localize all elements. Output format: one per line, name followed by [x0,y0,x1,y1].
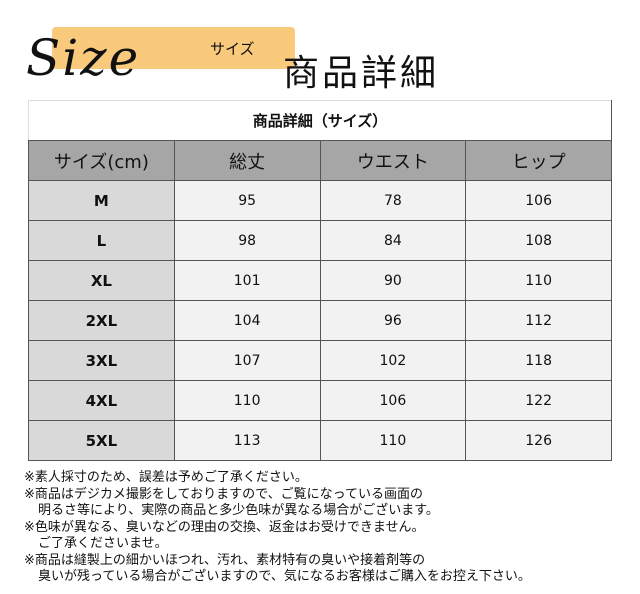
logo-highlight [52,27,295,69]
column-header: 総丈 [173,140,321,181]
value-cell: 113 [173,420,321,461]
note: ご了承くださいませ。 [38,536,168,551]
size-cell: 5XL [28,420,175,461]
table-row: L 98 84 108 [28,220,612,261]
note: 明るさ等により、実際の商品と多少色味が異なる場合がございます。 [38,503,439,518]
value-cell: 98 [173,220,321,261]
table-row: 5XL 113 110 126 [28,420,612,461]
size-cell: L [28,220,175,261]
size-cell: M [28,180,175,221]
value-cell: 107 [173,340,321,381]
value-cell: 90 [319,260,467,301]
value-cell: 126 [465,420,612,461]
table-caption: 商品詳細（サイズ） [28,100,612,141]
value-cell: 101 [173,260,321,301]
size-cell: XL [28,260,175,301]
value-cell: 110 [465,260,612,301]
notes: ※素人採寸のため、誤差は予めご了承ください。 ※商品はデジカメ撮影をしております… [24,470,531,586]
table-row: 3XL 107 102 118 [28,340,612,381]
subtitle: サイズ [210,40,255,58]
note: ※商品はデジカメ撮影をしておりますので、ご覧になっている画面の [24,486,423,502]
page-title: 商品詳細 [283,53,440,94]
value-cell: 110 [319,420,467,461]
column-header: ウエスト [319,140,467,181]
table-row: 2XL 104 96 112 [28,300,612,341]
value-cell: 95 [173,180,321,221]
value-cell: 78 [319,180,467,221]
size-table: 商品詳細（サイズ） サイズ(cm) 総丈 ウエスト ヒップ M 95 78 106 L 98 84… [28,100,612,461]
note: ※色味が異なる、臭いなどの理由の交換、返金はお受けできません。 [24,519,425,535]
value-cell: 118 [465,340,612,381]
value-cell: 110 [173,380,321,421]
value-cell: 102 [319,340,467,381]
value-cell: 108 [465,220,612,261]
column-header: サイズ(cm) [28,140,175,181]
note: ※素人採寸のため、誤差は予めご了承ください。 [24,470,308,485]
table-row: 4XL 110 106 122 [28,380,612,421]
value-cell: 104 [173,300,321,341]
value-cell: 96 [319,300,467,341]
column-header: ヒップ [465,140,612,181]
size-logo: Size [26,29,141,87]
table-row: XL 101 90 110 [28,260,612,301]
note: ※商品は縫製上の細かいほつれ、汚れ、素材特有の臭いや接着剤等の [24,552,426,568]
value-cell: 122 [465,380,612,421]
value-cell: 106 [465,180,612,221]
size-cell: 3XL [28,340,175,381]
value-cell: 106 [319,380,467,421]
size-cell: 2XL [28,300,175,341]
note: 臭いが残っている場合がございますので、気になるお客様はご購入をお控え下さい。 [38,569,531,584]
table-row: M 95 78 106 [28,180,612,221]
value-cell: 112 [465,300,612,341]
size-cell: 4XL [28,380,175,421]
value-cell: 84 [319,220,467,261]
